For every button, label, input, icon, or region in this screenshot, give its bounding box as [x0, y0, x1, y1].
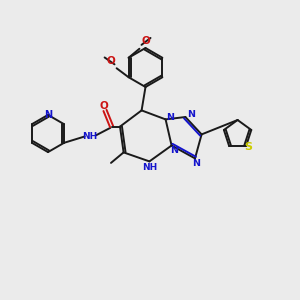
Text: O: O: [99, 101, 108, 111]
Text: N: N: [170, 146, 178, 155]
Text: N: N: [44, 110, 52, 120]
Text: O: O: [142, 36, 150, 46]
Text: S: S: [244, 142, 252, 152]
Text: N: N: [166, 113, 174, 122]
Text: N: N: [192, 159, 200, 168]
Text: O: O: [106, 56, 115, 66]
Text: N: N: [187, 110, 195, 119]
Text: NH: NH: [82, 132, 98, 141]
Text: NH: NH: [142, 163, 157, 172]
